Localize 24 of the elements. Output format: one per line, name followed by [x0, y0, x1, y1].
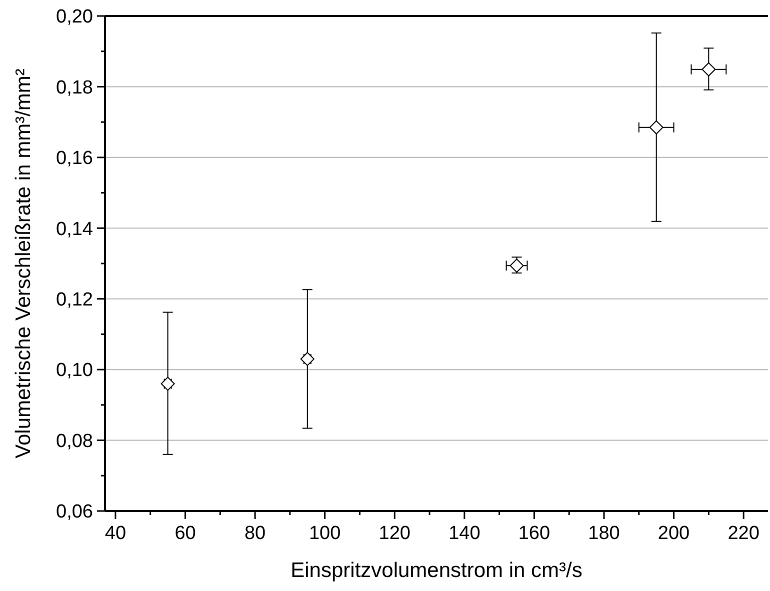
y-tick-label: 0,10: [56, 360, 93, 382]
x-tick-label: 60: [174, 523, 196, 544]
point: [649, 120, 664, 134]
x-tick-label: 100: [308, 523, 341, 544]
y-tick-label: 0,14: [56, 218, 94, 240]
y-tick-label: 0,18: [56, 77, 93, 98]
x-tick-label: 80: [244, 523, 266, 544]
y-tick-label: 0,16: [56, 148, 93, 170]
x-tick-label: 200: [658, 523, 690, 544]
point: [160, 376, 175, 391]
x-tick-label: 220: [728, 523, 760, 544]
x-tick-label: 40: [104, 523, 126, 544]
x-tick-label: 160: [518, 523, 550, 544]
point: [702, 62, 716, 76]
y-tick-label: 0,06: [56, 502, 93, 523]
y-axis-title: Volumetrische Verschleißrate in mm³/mm²: [12, 68, 35, 458]
x-tick-label: 180: [588, 523, 620, 544]
point: [300, 352, 314, 366]
y-tick-label: 0,08: [56, 430, 93, 452]
x-tick-label: 120: [378, 523, 410, 544]
x-tick-label: 140: [448, 523, 480, 544]
x-axis-title: Einspritzvolumenstrom in cm³/s: [290, 559, 582, 582]
y-tick-label: 0,20: [56, 6, 93, 28]
y-tick-label: 0,12: [56, 290, 93, 311]
